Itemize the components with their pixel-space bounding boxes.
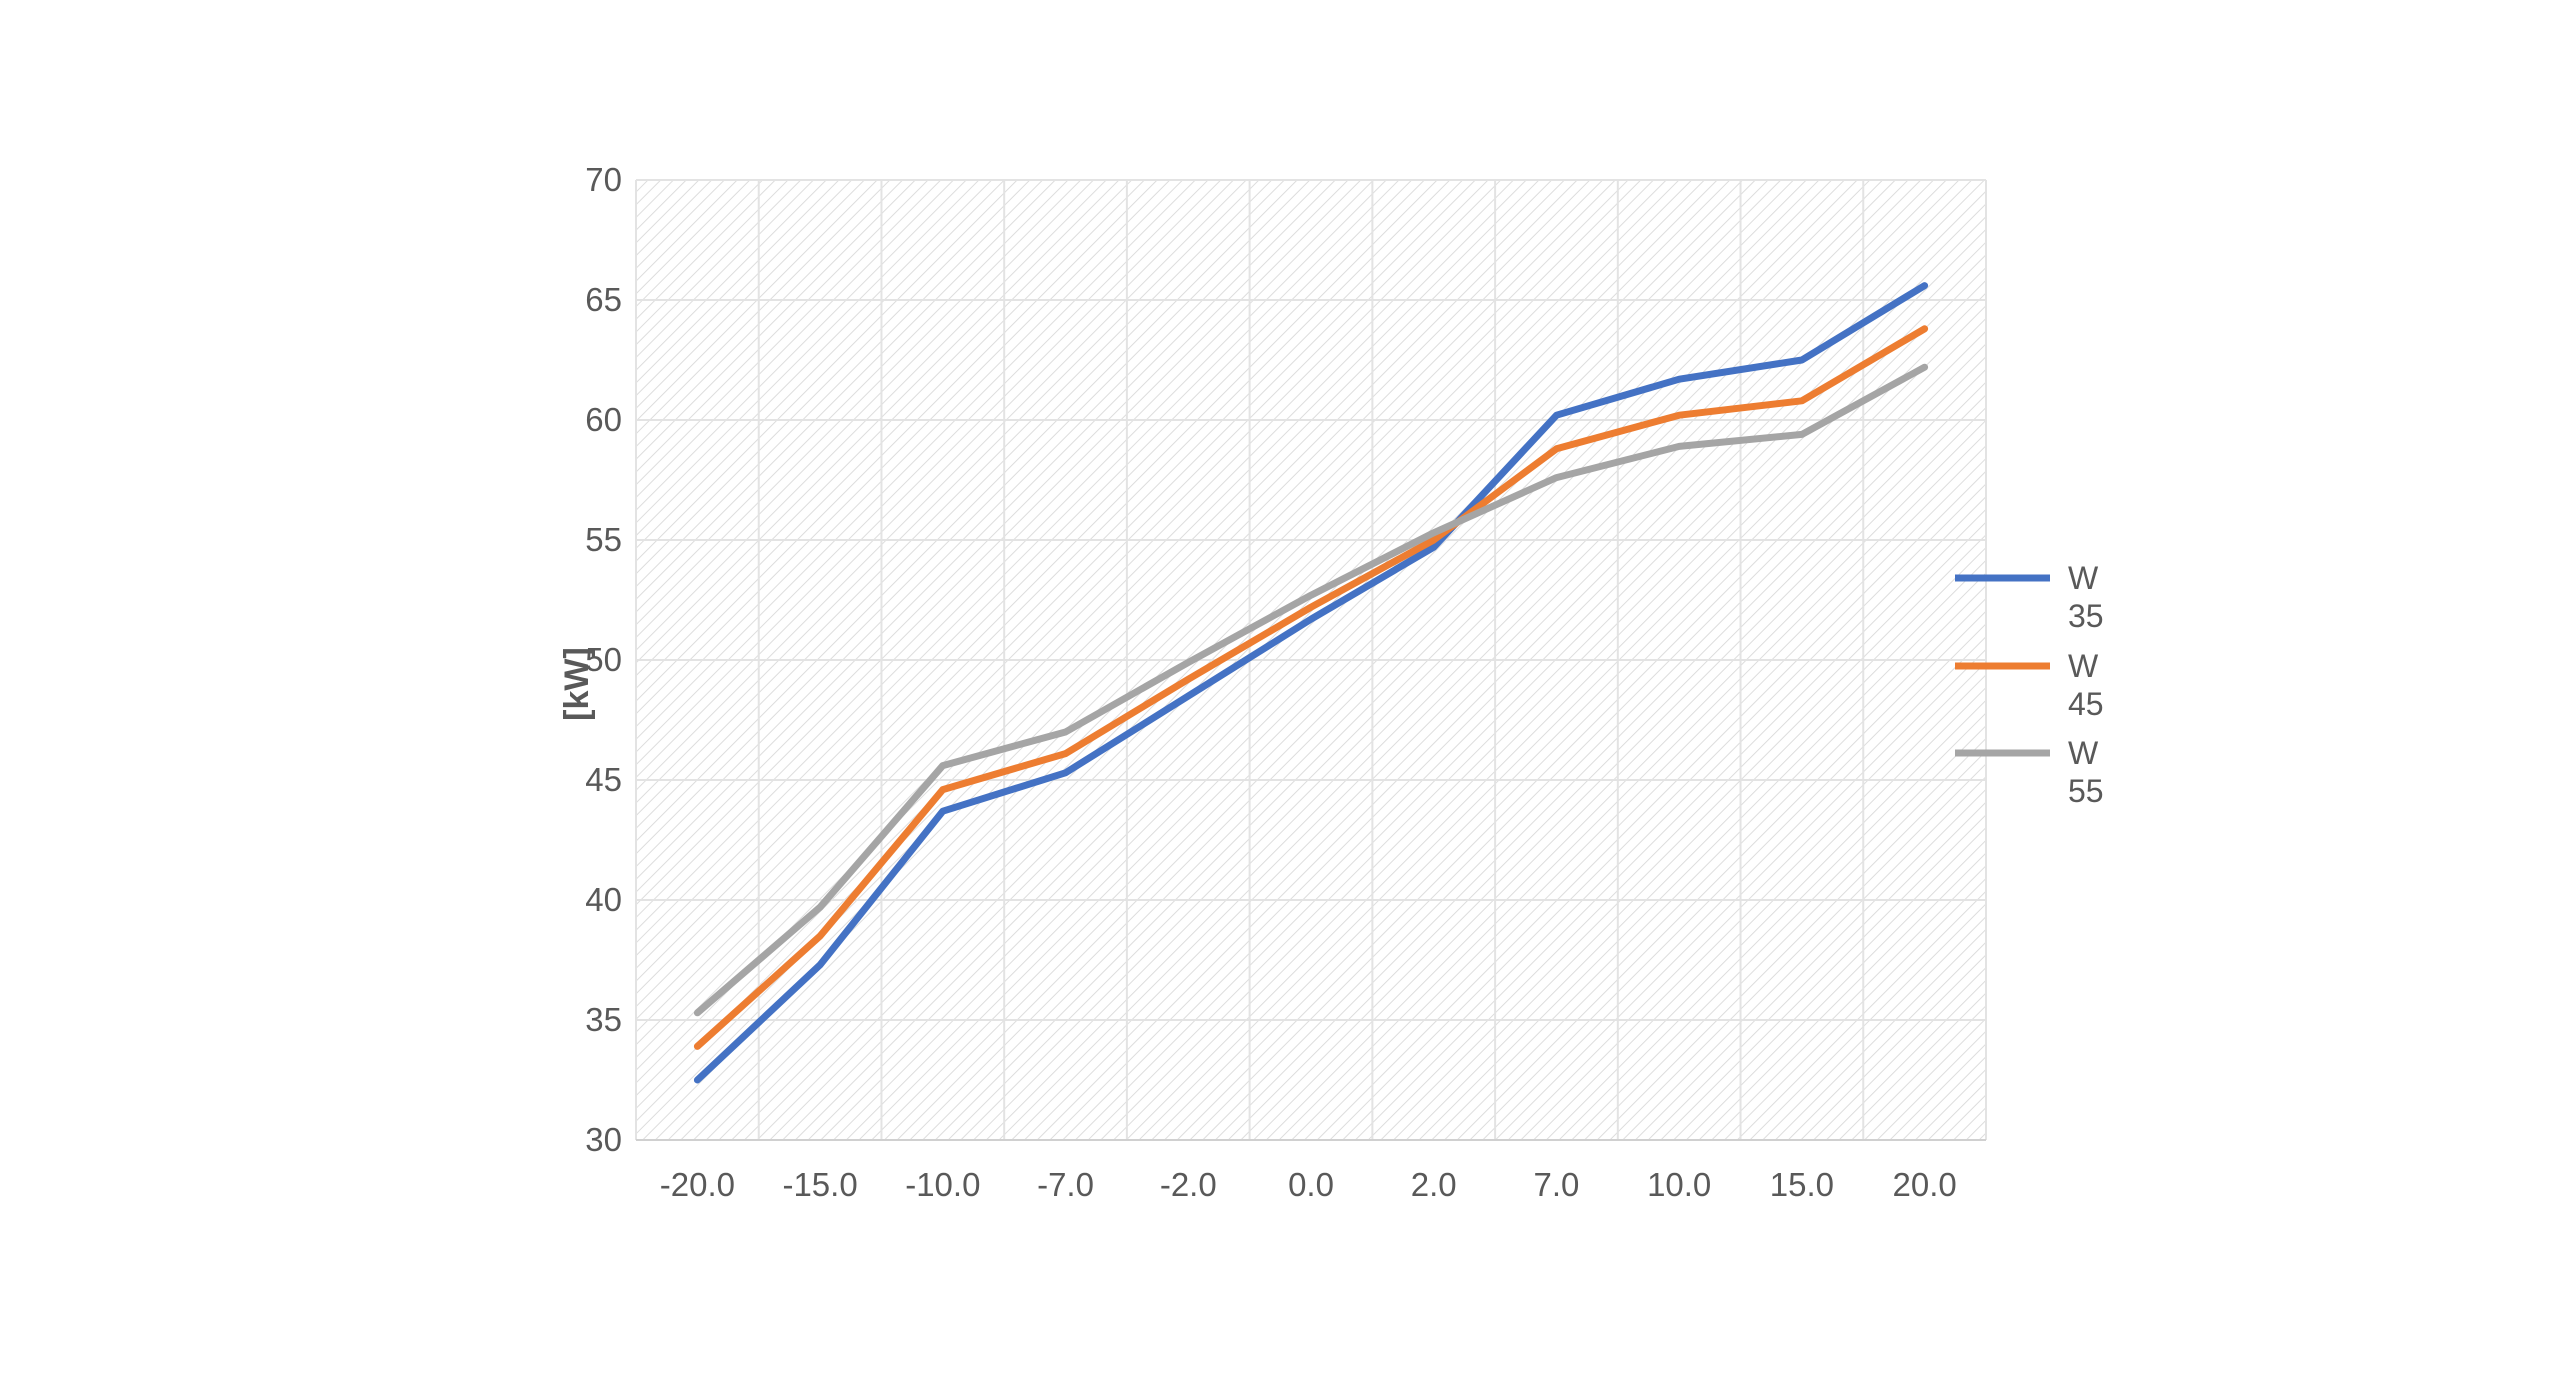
y-tick-label: 70 [585, 161, 622, 198]
x-tick-label: 10.0 [1647, 1166, 1711, 1203]
series-line-w45 [693, 325, 1929, 1050]
legend-label: W [2068, 648, 2099, 684]
series-line-w55 [693, 363, 1929, 1017]
x-tick-label: -15.0 [782, 1166, 857, 1203]
x-axis-ticks: -20.0 -15.0 -10.0 -7.0 -2.0 0.0 2.0 7.0 10.0 15.0… [660, 1166, 1957, 1203]
y-tick-label: 40 [585, 881, 622, 918]
y-tick-label: 30 [585, 1121, 622, 1158]
legend-label: 45 [2068, 686, 2104, 722]
y-tick-label: 35 [585, 1001, 622, 1038]
x-tick-label: 15.0 [1770, 1166, 1834, 1203]
y-tick-label: 50 [585, 641, 622, 678]
series-lines [693, 282, 1929, 1084]
y-tick-label: 55 [585, 521, 622, 558]
y-tick-label: 65 [585, 281, 622, 318]
x-tick-label: 0.0 [1288, 1166, 1334, 1203]
x-tick-label: -2.0 [1160, 1166, 1217, 1203]
x-tick-label: -7.0 [1037, 1166, 1094, 1203]
y-axis-title: [kW] [558, 647, 596, 721]
x-tick-label: 2.0 [1411, 1166, 1457, 1203]
legend-label: W [2068, 735, 2099, 771]
y-axis-ticks: 30 35 40 45 50 55 60 65 70 [585, 161, 622, 1158]
x-tick-label: 7.0 [1534, 1166, 1580, 1203]
y-tick-label: 45 [585, 761, 622, 798]
x-tick-label: -10.0 [905, 1166, 980, 1203]
legend-label: 55 [2068, 773, 2104, 809]
x-tick-label: 20.0 [1893, 1166, 1957, 1203]
series-line-w35 [693, 282, 1929, 1084]
legend-label: 35 [2068, 598, 2104, 634]
legend-label: W [2068, 560, 2099, 596]
x-tick-label: -20.0 [660, 1166, 735, 1203]
y-tick-label: 60 [585, 401, 622, 438]
